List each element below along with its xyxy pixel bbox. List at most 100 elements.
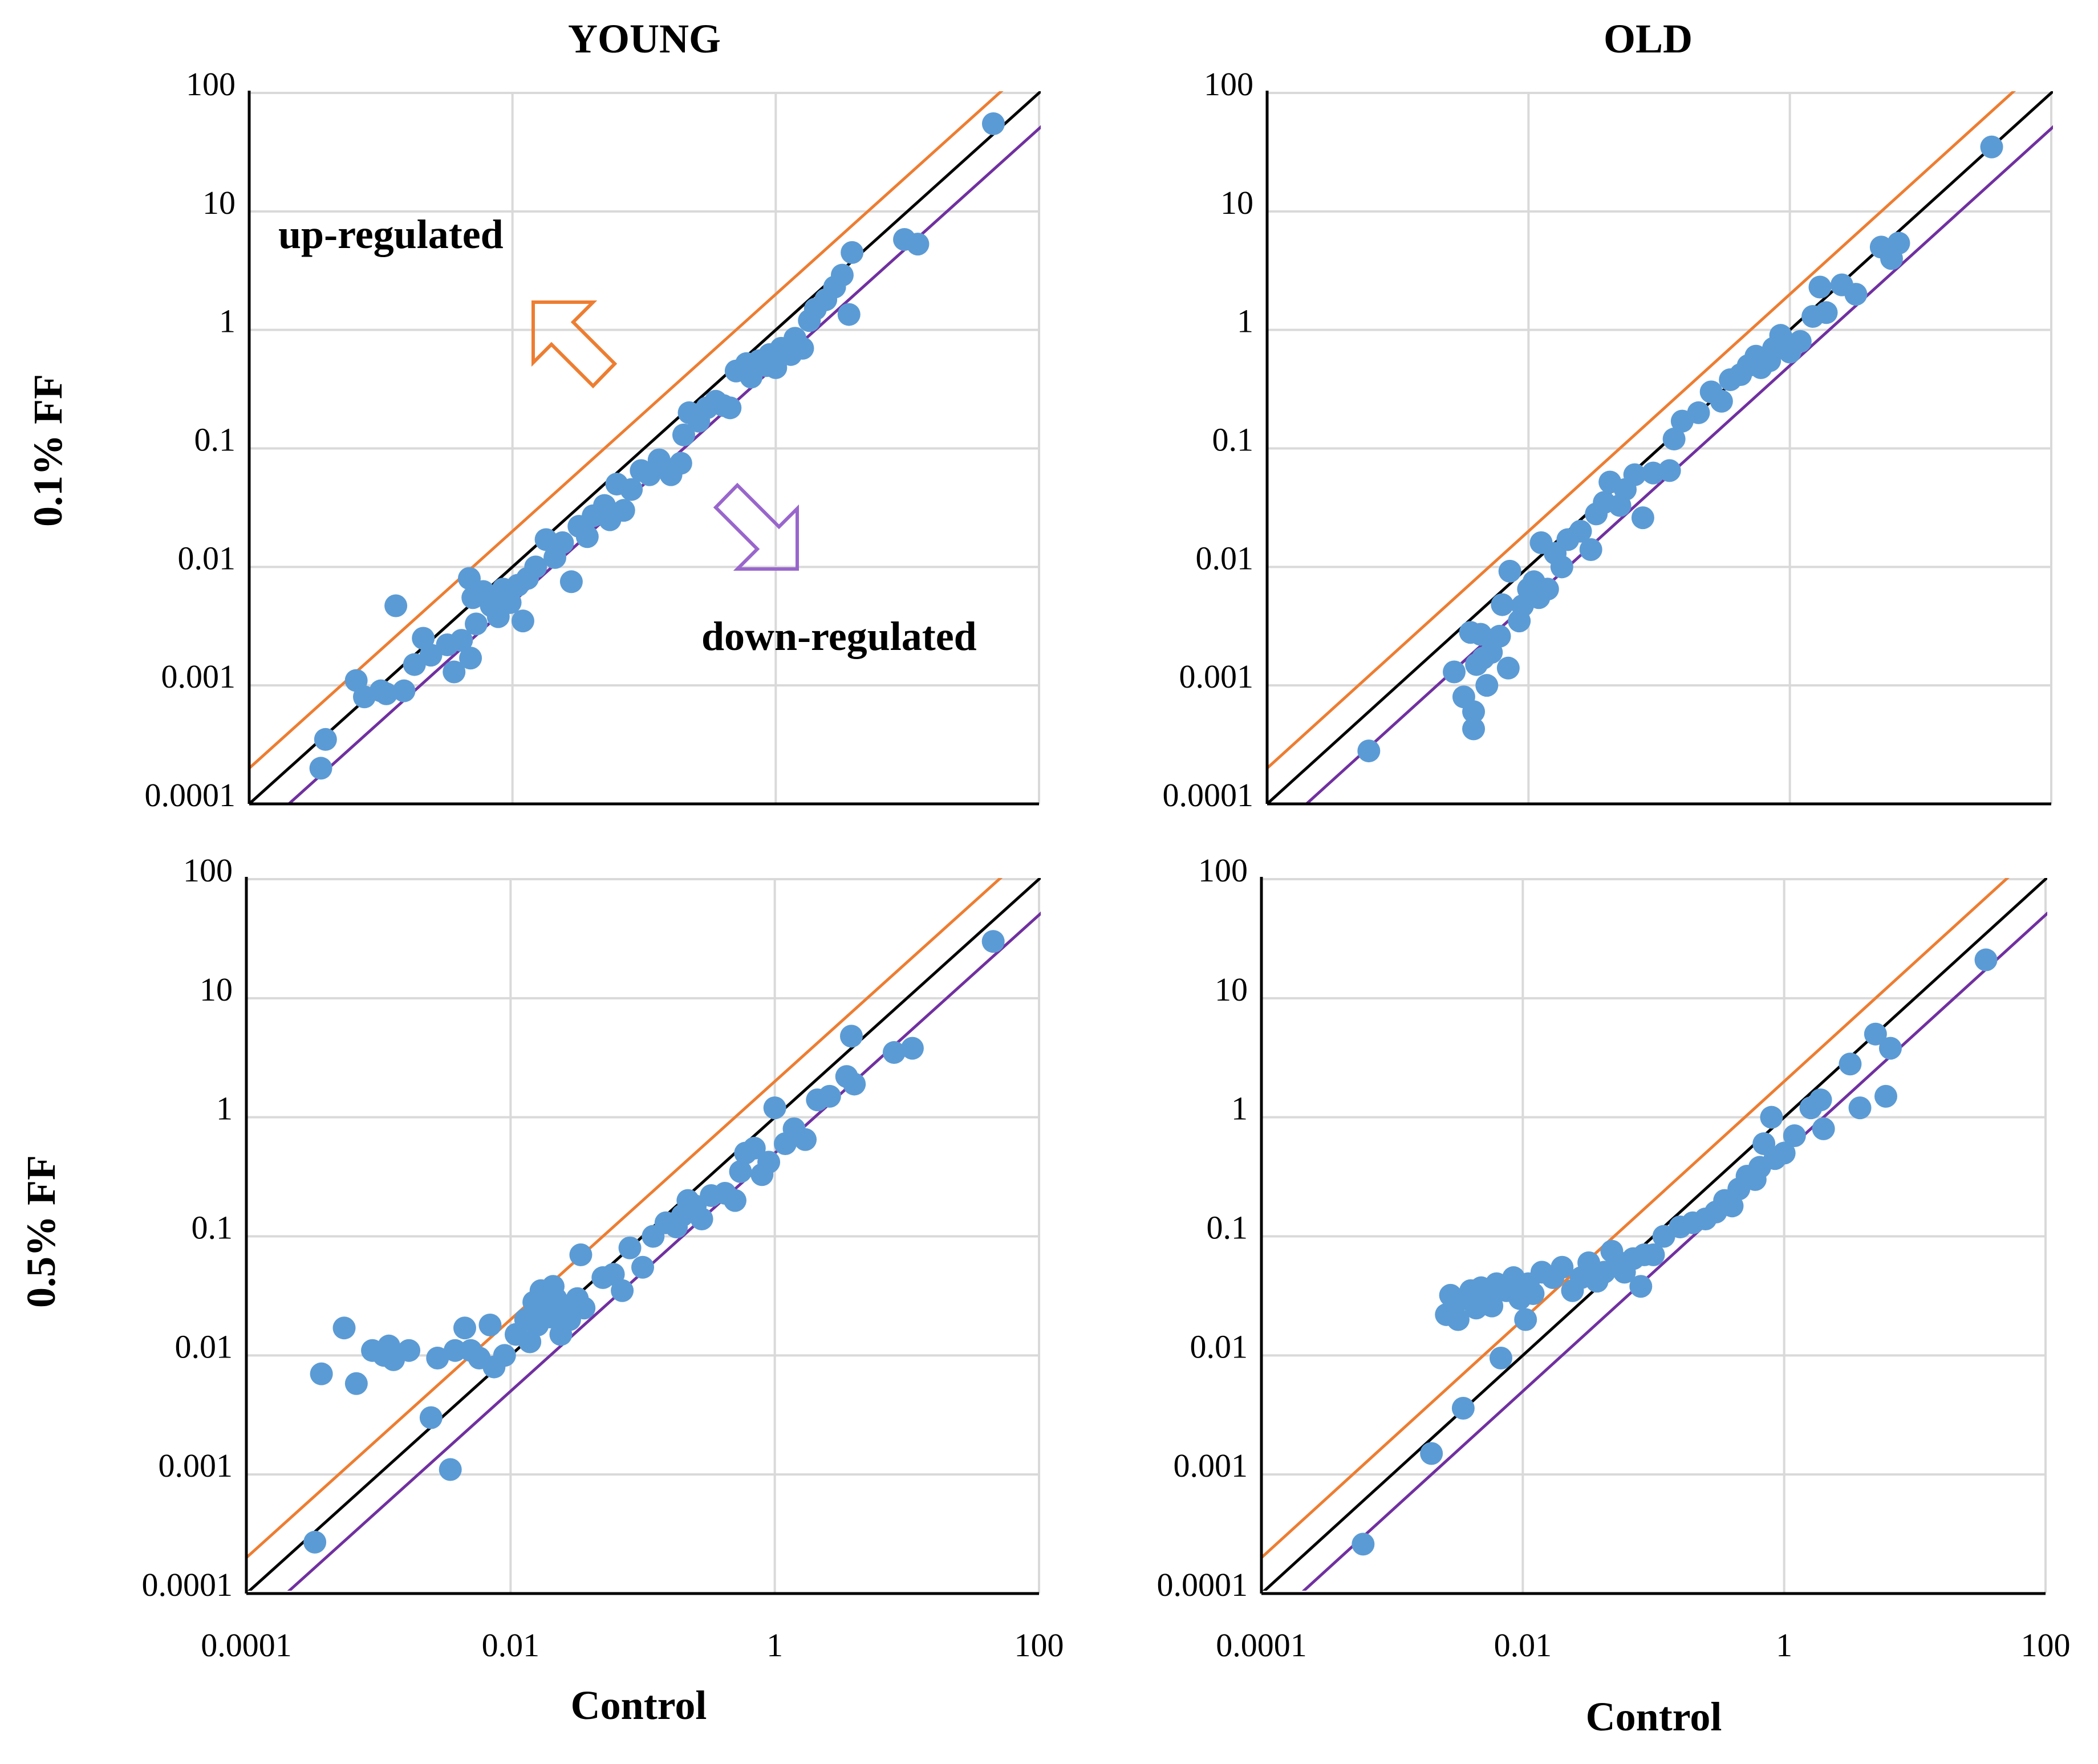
reference-line-down	[1301, 911, 2047, 1591]
data-point	[511, 609, 534, 633]
data-point	[900, 1037, 924, 1060]
data-point	[478, 1314, 502, 1337]
data-point	[1443, 660, 1466, 684]
data-point	[1839, 1052, 1862, 1076]
data-point	[1878, 1037, 1902, 1060]
data-point	[1887, 231, 1910, 255]
data-point	[1658, 459, 1681, 482]
data-point	[906, 233, 930, 256]
data-point	[618, 1236, 642, 1259]
data-point	[882, 1041, 906, 1064]
data-point	[1496, 656, 1520, 680]
y-tick-label: 0.001	[161, 658, 236, 695]
data-point	[1844, 283, 1868, 306]
y-tick-label: 0.01	[1190, 1328, 1248, 1365]
y-tick-label: 10	[200, 971, 233, 1008]
data-point	[631, 1255, 654, 1279]
data-point	[439, 1458, 462, 1481]
data-point	[839, 1025, 863, 1048]
y-tick-label: 0.0001	[1163, 777, 1254, 814]
y-tick-label: 0.0001	[142, 1566, 233, 1603]
y-tick-label: 0.1	[1212, 421, 1254, 458]
data-point	[559, 570, 583, 594]
data-point	[1489, 1346, 1512, 1369]
data-point	[450, 629, 473, 652]
panel-old-0-5-ff: 0.0001 0.001 0.01 0.1 1 10 100 0.0001 0.01 1 100	[1157, 852, 2071, 1664]
y-tick-label: 1	[1231, 1090, 1248, 1127]
data-point	[419, 644, 443, 667]
x-tick-label: 0.0001	[201, 1627, 292, 1664]
data-point	[397, 1339, 421, 1362]
data-point	[669, 452, 692, 475]
data-point	[1864, 1022, 1887, 1046]
x-tick-label: 1	[766, 1627, 783, 1664]
data-point	[419, 1406, 443, 1429]
data-point	[459, 647, 482, 670]
data-point	[690, 1207, 713, 1230]
data-point	[1469, 623, 1492, 646]
data-point	[1772, 1141, 1796, 1165]
panel-young-0-1-ff: 0.0001 0.001 0.01 0.1 1 10 100	[145, 66, 1041, 814]
y-tick-label: 0.0001	[145, 777, 236, 814]
y-tick-label: 100	[1198, 852, 1248, 889]
data-point	[837, 303, 861, 326]
y-tick-label: 100	[1204, 66, 1253, 103]
data-point	[1848, 1096, 1872, 1120]
data-point	[1974, 948, 1998, 972]
data-point	[332, 1316, 356, 1340]
data-point	[498, 591, 522, 614]
plot-area	[1260, 878, 2047, 1591]
data-point	[1521, 1282, 1545, 1306]
data-point	[1874, 1084, 1897, 1108]
data-point	[314, 727, 337, 751]
x-tick-label: 100	[1014, 1627, 1064, 1664]
x-tick-label: 0.01	[482, 1627, 540, 1664]
y-tick-label: 10	[202, 184, 236, 221]
row-title-0-5-ff: 0.5% FF	[18, 1155, 64, 1308]
data-point	[1551, 1255, 1574, 1279]
x-tick-label: 0.01	[1494, 1627, 1552, 1664]
data-point	[1760, 1105, 1783, 1129]
data-point	[1788, 330, 1812, 353]
up-arrow-icon	[531, 300, 618, 389]
data-point	[843, 1072, 866, 1096]
data-point	[612, 499, 635, 522]
y-tick-label: 0.001	[1179, 658, 1254, 695]
data-point	[1808, 275, 1832, 299]
plot-area	[245, 878, 1041, 1591]
data-point	[1569, 519, 1592, 543]
data-point	[757, 1151, 781, 1174]
data-point	[1446, 1308, 1470, 1331]
data-point	[620, 478, 643, 501]
data-point	[764, 356, 788, 379]
data-point	[426, 1346, 449, 1369]
y-tick-label: 0.01	[175, 1328, 233, 1365]
x-tick-label: 100	[2021, 1627, 2071, 1664]
y-tick-label: 1	[216, 1090, 233, 1127]
data-point	[981, 112, 1005, 135]
reference-line-up	[248, 91, 1004, 771]
column-title-old: OLD	[1604, 16, 1693, 62]
data-point	[1783, 1124, 1806, 1148]
data-point	[392, 679, 416, 702]
data-point	[1536, 578, 1559, 601]
data-point	[1550, 555, 1573, 579]
y-tick-label: 10	[1215, 971, 1248, 1008]
data-point	[465, 612, 488, 636]
data-point	[303, 1530, 327, 1554]
down-regulated-label: down-regulated	[701, 613, 977, 659]
x-axis-title-old: Control	[1586, 1694, 1722, 1739]
y-tick-label: 100	[183, 852, 233, 889]
data-point	[1420, 1442, 1443, 1465]
data-point	[1498, 559, 1521, 583]
panel-young-0-5-ff: 0.0001 0.001 0.01 0.1 1 10 100 0.0001 0.01 1 100	[142, 852, 1064, 1664]
data-point	[310, 1362, 333, 1385]
data-point	[569, 1243, 593, 1266]
data-point	[1357, 739, 1381, 763]
data-point	[672, 423, 695, 446]
data-point	[551, 531, 574, 554]
data-point	[1980, 135, 2003, 158]
data-point	[493, 1344, 516, 1367]
y-tick-label: 0.01	[178, 539, 236, 576]
